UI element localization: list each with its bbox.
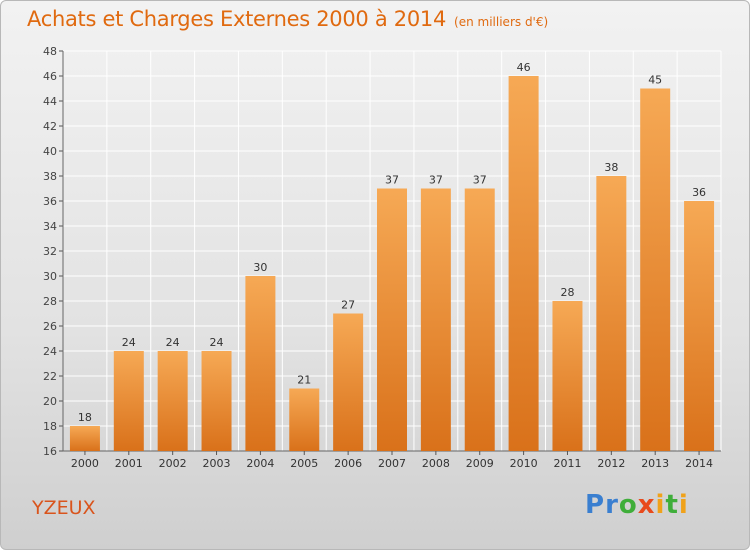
data-label: 24 [210,336,224,349]
data-label: 36 [692,186,706,199]
data-label: 24 [122,336,136,349]
x-tick-label: 2009 [466,457,494,470]
bar [157,351,188,451]
x-tick-label: 2000 [71,457,99,470]
bar [552,301,583,451]
proxiti-logo[interactable]: Proxiti [585,490,689,520]
data-label: 37 [473,174,487,187]
y-tick-label: 16 [43,445,57,458]
data-labels: 18 24 24 24 30 21 27 37 37 37 46 28 38 45 36 [78,61,706,424]
logo-letter: i [678,490,689,520]
data-label: 28 [560,286,574,299]
bar [245,276,276,451]
bar [420,188,451,451]
bar [377,188,407,451]
logo-letter: r [605,490,619,520]
bar [596,176,627,451]
bar [640,88,671,451]
x-tick-label: 2014 [685,457,713,470]
chart-title: Achats et Charges Externes 2000 à 2014 (e… [27,7,548,31]
x-tick-label: 2005 [290,457,318,470]
logo-letter: P [585,490,606,520]
data-label: 21 [297,374,311,387]
data-label: 27 [341,299,355,312]
y-tick-label: 34 [43,220,57,233]
logo-letter: i [655,490,666,520]
data-label: 37 [385,174,399,187]
y-tick-label: 24 [43,345,57,358]
y-tick-label: 36 [43,195,57,208]
chart-title-text: Achats et Charges Externes 2000 à 2014 [27,7,447,31]
logo-letter: t [665,490,679,520]
y-tick-label: 46 [43,70,57,83]
bars [69,76,715,451]
x-tick-label: 2011 [553,457,581,470]
y-tick-label: 30 [43,270,57,283]
x-tick-label: 2008 [422,457,450,470]
y-tick-label: 28 [43,295,57,308]
bar [113,351,144,451]
data-label: 18 [78,411,92,424]
x-tick-label: 2003 [203,457,231,470]
y-tick-label: 48 [43,45,57,58]
x-tick-label: 2006 [334,457,362,470]
bar [69,426,100,451]
x-tick-label: 2004 [246,457,274,470]
y-tick-label: 44 [43,95,57,108]
chart-subtitle: (en milliers d'€) [454,15,549,29]
y-tick-label: 40 [43,145,57,158]
logo-letter: o [618,490,638,520]
bar [333,313,364,451]
y-tick-label: 32 [43,245,57,258]
y-tick-label: 20 [43,395,57,408]
x-tick-label: 2002 [159,457,187,470]
x-tick-label: 2010 [510,457,538,470]
y-tick-label: 42 [43,120,57,133]
y-tick-label: 18 [43,420,57,433]
x-tick-label: 2007 [378,457,406,470]
data-label: 24 [166,336,180,349]
y-tick-label: 22 [43,370,57,383]
commune-name: YZEUX [32,497,96,519]
bar [464,188,495,451]
x-tick-label: 2012 [597,457,625,470]
data-label: 45 [648,74,662,87]
x-tick-label: 2001 [115,457,143,470]
data-label: 37 [429,174,443,187]
x-tick-label: 2013 [641,457,669,470]
bar [201,351,232,451]
data-label: 30 [253,261,267,274]
data-label: 38 [604,161,618,174]
logo-letter: x [637,490,656,520]
bar [289,388,320,451]
y-tick-label: 26 [43,320,57,333]
bar [508,76,539,451]
bar [684,201,715,451]
y-tick-label: 38 [43,170,57,183]
data-label: 46 [517,61,531,74]
